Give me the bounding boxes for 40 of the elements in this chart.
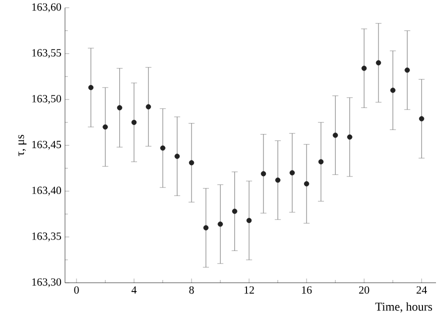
x-axis-title: Time, hours <box>375 302 432 313</box>
point <box>203 225 209 230</box>
point <box>160 146 166 151</box>
point <box>232 208 238 214</box>
y-tick-label: 163,40 <box>32 186 62 196</box>
y-tick-label: 163,50 <box>32 95 62 104</box>
y-tick-label: 163,30 <box>32 278 62 288</box>
point <box>246 218 252 224</box>
point <box>117 105 122 110</box>
point <box>419 116 424 122</box>
x-tick-label: 20 <box>359 286 370 294</box>
point <box>304 181 310 186</box>
point <box>347 134 352 140</box>
point <box>404 68 410 73</box>
point <box>318 159 324 164</box>
point <box>188 160 194 166</box>
point <box>131 120 137 126</box>
point <box>88 85 94 90</box>
y-tick-label: 163,35 <box>32 232 62 242</box>
point <box>260 171 266 176</box>
point <box>362 66 367 71</box>
x-tick-label: 4 <box>132 286 137 294</box>
point <box>376 60 382 66</box>
y-tick-label: 163,55 <box>32 49 62 58</box>
point <box>146 104 152 110</box>
point <box>174 154 180 159</box>
point <box>290 170 295 176</box>
x-tick-label: 12 <box>244 286 254 294</box>
point <box>102 124 108 130</box>
x-tick-label: 24 <box>416 286 427 294</box>
point <box>275 178 280 183</box>
x-tick-label: 0 <box>74 286 79 294</box>
y-tick-label: 163,60 <box>32 3 62 12</box>
y-axis-title: τ, μs <box>18 134 27 156</box>
point <box>332 132 338 138</box>
point <box>390 88 396 93</box>
x-tick-label: 8 <box>189 286 194 294</box>
y-tick-label: 163,45 <box>32 140 62 150</box>
x-tick-label: 16 <box>302 286 312 294</box>
point <box>218 222 223 227</box>
